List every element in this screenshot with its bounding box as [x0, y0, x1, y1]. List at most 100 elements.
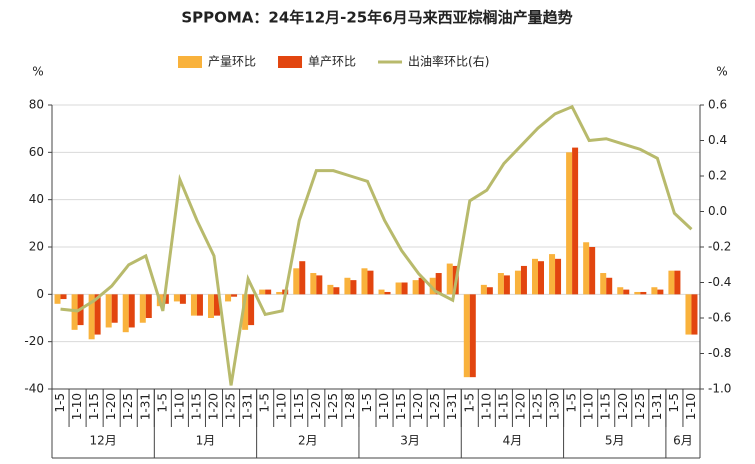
x-tick-label: 1-25 — [121, 393, 135, 420]
bar — [231, 294, 238, 297]
bar — [242, 294, 249, 330]
x-tick-label: 1-20 — [104, 393, 118, 420]
y2-axis-label: % — [716, 65, 727, 79]
bar — [623, 289, 630, 295]
x-tick-label: 1-15 — [87, 393, 101, 420]
x-tick-label: 1-5 — [462, 393, 476, 413]
bar — [668, 270, 675, 295]
y-tick-label: 80 — [29, 98, 44, 112]
bar — [503, 275, 510, 295]
bar — [333, 287, 340, 295]
x-tick-label: 1-10 — [479, 393, 493, 420]
x-tick-label: 1-25 — [531, 393, 545, 420]
chart-title: SPPOMA：24年12月-25年6月马来西亚棕榈油产量趋势 — [181, 9, 572, 27]
x-tick-label: 1-28 — [343, 393, 357, 420]
y-tick-label: 40 — [29, 192, 44, 206]
bar — [395, 282, 402, 295]
x-tick-label: 1-15 — [292, 393, 306, 420]
x-tick-label: 1-20 — [207, 393, 221, 420]
x-tick-label: 1-31 — [138, 393, 152, 420]
x-tick-label: 1-20 — [513, 393, 527, 420]
bar — [640, 291, 647, 295]
bar — [572, 147, 579, 295]
x-tick-label: 1-20 — [411, 393, 425, 420]
bar — [60, 294, 67, 300]
bar — [94, 294, 101, 335]
bar — [173, 294, 180, 302]
bar — [179, 294, 186, 304]
bar — [378, 289, 385, 295]
y-tick-label: -40 — [24, 382, 44, 396]
x-group-label: 3月 — [400, 434, 420, 448]
bar — [139, 294, 146, 323]
legend-label: 产量环比 — [208, 55, 256, 69]
x-tick-label: 1-31 — [650, 393, 664, 420]
bar — [435, 273, 442, 295]
bar — [111, 294, 118, 323]
bar — [128, 294, 135, 328]
bar — [208, 294, 214, 318]
x-group-label: 4月 — [503, 434, 523, 448]
line-series — [60, 104, 693, 386]
bar — [361, 268, 368, 295]
y-tick-label: 0 — [36, 287, 44, 301]
bar — [606, 277, 613, 295]
y-tick-label: 60 — [29, 145, 44, 159]
y2-tick-label: -0.2 — [708, 240, 731, 254]
x-tick-label: 1-10 — [684, 393, 698, 420]
y2-tick-label: -0.6 — [708, 311, 731, 325]
bar — [327, 284, 334, 295]
y2-tick-label: -0.8 — [708, 346, 731, 360]
bar — [276, 291, 283, 295]
bar — [259, 289, 266, 295]
bar — [469, 294, 476, 378]
bar — [429, 277, 436, 295]
bar — [685, 294, 692, 335]
x-tick-label: 1-5 — [360, 393, 374, 413]
x-tick-label: 1-5 — [667, 393, 681, 413]
bar — [248, 294, 255, 326]
bar — [190, 294, 197, 316]
x-tick-label: 1-20 — [616, 393, 630, 420]
bar — [463, 294, 470, 378]
bar — [555, 258, 562, 295]
y2-tick-label: 0.6 — [708, 98, 727, 112]
bar — [367, 270, 374, 295]
bar — [651, 287, 658, 295]
bar — [412, 280, 419, 295]
legend-label: 出油率环比(右) — [408, 54, 489, 69]
bar — [589, 247, 596, 295]
x-group-label: 5月 — [605, 434, 625, 448]
x-group-label: 12月 — [90, 434, 117, 448]
y-tick-label: 20 — [29, 240, 44, 254]
bar — [600, 273, 607, 295]
x-tick-label: 1-10 — [582, 393, 596, 420]
bar — [446, 263, 453, 295]
x-tick-label: 1-10 — [377, 393, 391, 420]
bar — [657, 289, 664, 295]
x-tick-label: 1-5 — [155, 393, 169, 413]
y2-tick-label: 0.0 — [708, 204, 727, 218]
x-group-label: 2月 — [298, 434, 318, 448]
x-tick-label: 1-10 — [275, 393, 289, 420]
x-tick-label: 1-10 — [172, 393, 186, 420]
bar — [214, 294, 220, 316]
x-tick-label: 1-15 — [496, 393, 510, 420]
x-tick-label: 1-31 — [241, 393, 255, 420]
bar — [634, 291, 641, 295]
x-tick-label: 1-5 — [565, 393, 579, 413]
x-tick-label: 1-15 — [394, 393, 408, 420]
x-tick-label: 1-30 — [548, 393, 562, 420]
bar — [350, 280, 357, 295]
x-tick-label: 1-5 — [53, 393, 67, 413]
y2-tick-label: -1.0 — [708, 382, 731, 396]
bar — [293, 268, 300, 295]
x-tick-label: 1-15 — [599, 393, 613, 420]
bar — [538, 261, 544, 295]
bar — [486, 287, 493, 295]
bar — [401, 282, 408, 295]
bar — [497, 273, 504, 295]
legend-swatch — [178, 56, 202, 68]
x-tick-label: 1-25 — [326, 393, 340, 420]
